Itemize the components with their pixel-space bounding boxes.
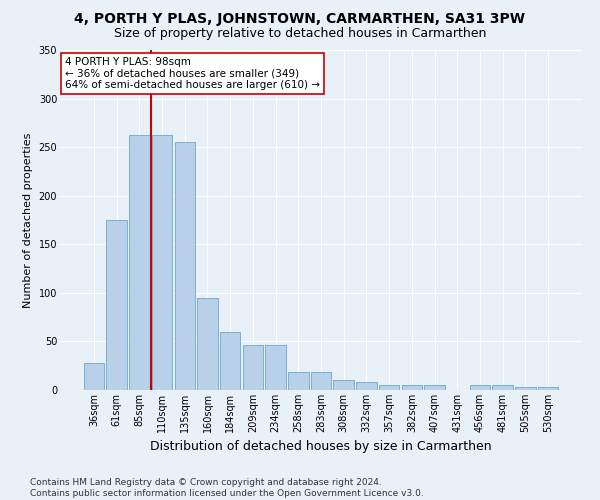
- Text: Contains HM Land Registry data © Crown copyright and database right 2024.
Contai: Contains HM Land Registry data © Crown c…: [30, 478, 424, 498]
- Bar: [197, 298, 218, 390]
- X-axis label: Distribution of detached houses by size in Carmarthen: Distribution of detached houses by size …: [150, 440, 492, 454]
- Bar: [356, 382, 377, 390]
- Bar: [493, 385, 513, 390]
- Text: 4, PORTH Y PLAS, JOHNSTOWN, CARMARTHEN, SA31 3PW: 4, PORTH Y PLAS, JOHNSTOWN, CARMARTHEN, …: [74, 12, 526, 26]
- Bar: [334, 380, 354, 390]
- Bar: [401, 385, 422, 390]
- Bar: [175, 142, 195, 390]
- Bar: [311, 372, 331, 390]
- Bar: [379, 385, 400, 390]
- Bar: [538, 387, 558, 390]
- Bar: [220, 332, 241, 390]
- Text: Size of property relative to detached houses in Carmarthen: Size of property relative to detached ho…: [114, 28, 486, 40]
- Text: 4 PORTH Y PLAS: 98sqm
← 36% of detached houses are smaller (349)
64% of semi-det: 4 PORTH Y PLAS: 98sqm ← 36% of detached …: [65, 57, 320, 90]
- Bar: [242, 346, 263, 390]
- Bar: [424, 385, 445, 390]
- Bar: [106, 220, 127, 390]
- Y-axis label: Number of detached properties: Number of detached properties: [23, 132, 33, 308]
- Bar: [84, 363, 104, 390]
- Bar: [265, 346, 286, 390]
- Bar: [288, 372, 308, 390]
- Bar: [129, 134, 149, 390]
- Bar: [152, 134, 172, 390]
- Bar: [515, 387, 536, 390]
- Bar: [470, 385, 490, 390]
